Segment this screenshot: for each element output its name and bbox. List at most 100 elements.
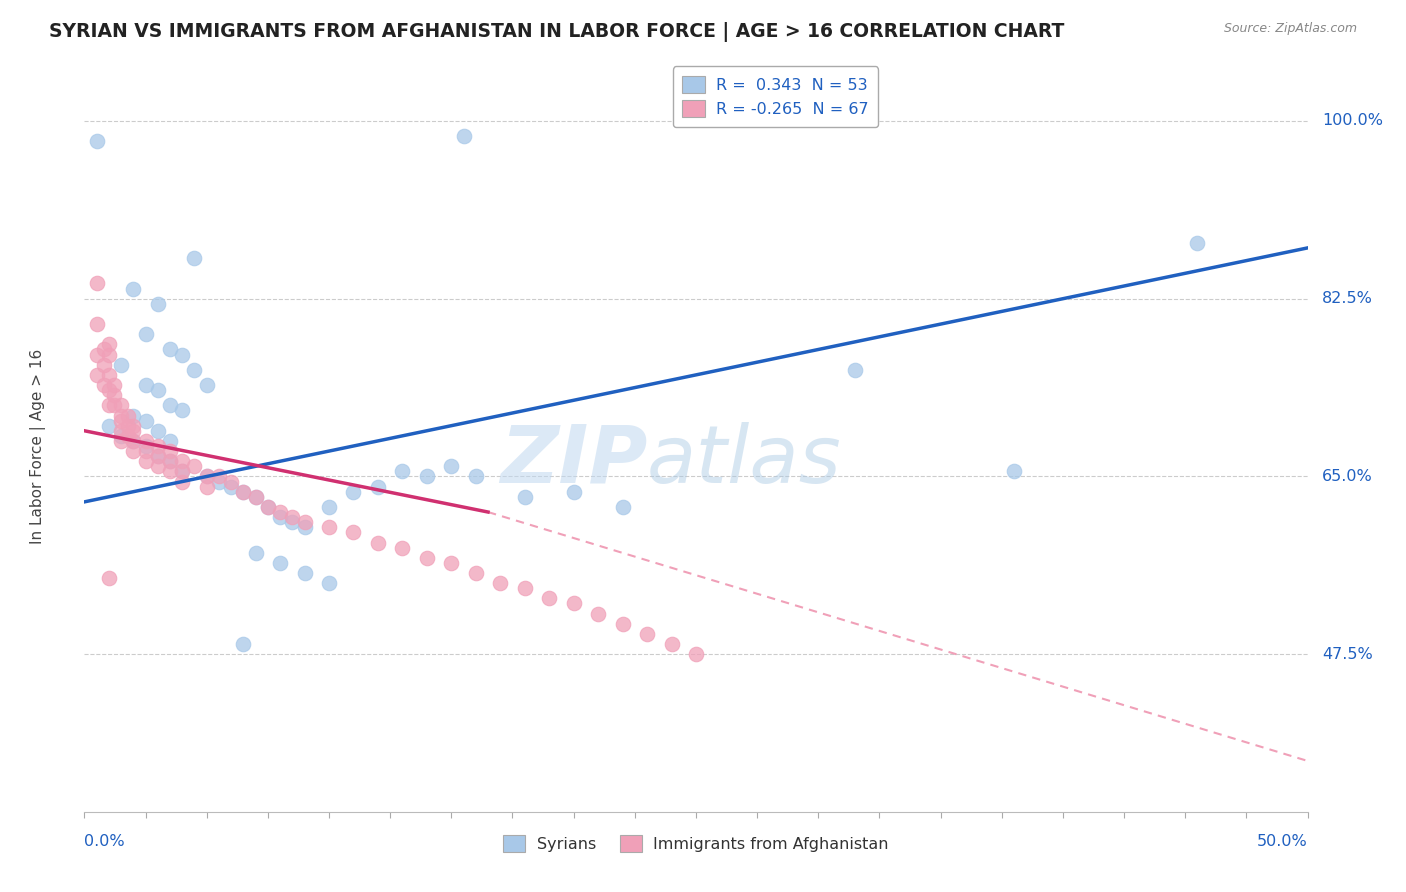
Text: 100.0%: 100.0% [1322, 113, 1384, 128]
Point [183, 363, 205, 377]
Point [562, 484, 585, 499]
Point [208, 475, 231, 489]
Point [294, 515, 316, 529]
Point [513, 490, 536, 504]
Point [146, 449, 169, 463]
Point [183, 459, 205, 474]
Point [232, 484, 254, 499]
Point [844, 363, 866, 377]
Point [97, 398, 120, 412]
Point [122, 418, 145, 433]
Point [416, 550, 439, 565]
Point [257, 500, 280, 514]
Point [86, 134, 108, 148]
Point [117, 409, 139, 423]
Point [1002, 464, 1025, 478]
Point [135, 444, 157, 458]
Point [208, 469, 231, 483]
Point [122, 424, 145, 438]
Point [159, 454, 181, 468]
Point [110, 424, 132, 438]
Point [172, 464, 194, 478]
Point [135, 414, 157, 428]
Point [135, 454, 157, 468]
Point [219, 475, 242, 489]
Point [685, 647, 707, 661]
Point [612, 616, 634, 631]
Text: 65.0%: 65.0% [1322, 469, 1374, 484]
Point [146, 449, 169, 463]
Point [294, 520, 316, 534]
Point [245, 546, 267, 560]
Text: 50.0%: 50.0% [1257, 834, 1308, 849]
Point [122, 444, 145, 458]
Point [195, 469, 218, 483]
Point [86, 317, 108, 331]
Point [97, 347, 120, 362]
Point [110, 429, 132, 443]
Point [318, 500, 340, 514]
Point [103, 388, 125, 402]
Point [318, 576, 340, 591]
Text: 47.5%: 47.5% [1322, 647, 1374, 662]
Text: Source: ZipAtlas.com: Source: ZipAtlas.com [1223, 22, 1357, 36]
Point [117, 429, 139, 443]
Point [97, 337, 120, 351]
Point [159, 434, 181, 448]
Point [367, 535, 389, 549]
Point [172, 403, 194, 417]
Point [367, 480, 389, 494]
Point [117, 418, 139, 433]
Point [135, 378, 157, 392]
Point [464, 566, 486, 580]
Point [257, 500, 280, 514]
Text: SYRIAN VS IMMIGRANTS FROM AFGHANISTAN IN LABOR FORCE | AGE > 16 CORRELATION CHAR: SYRIAN VS IMMIGRANTS FROM AFGHANISTAN IN… [49, 22, 1064, 42]
Point [245, 490, 267, 504]
Point [440, 459, 463, 474]
Point [464, 469, 486, 483]
Point [661, 637, 683, 651]
Point [538, 591, 561, 606]
Point [281, 515, 304, 529]
Text: 0.0%: 0.0% [84, 834, 125, 849]
Point [86, 368, 108, 382]
Point [219, 480, 242, 494]
Text: ZIP: ZIP [499, 422, 647, 500]
Point [232, 484, 254, 499]
Text: atlas: atlas [647, 422, 842, 500]
Point [489, 576, 512, 591]
Point [172, 454, 194, 468]
Point [122, 409, 145, 423]
Point [103, 378, 125, 392]
Point [122, 434, 145, 448]
Point [636, 627, 658, 641]
Point [97, 368, 120, 382]
Point [391, 464, 413, 478]
Text: In Labor Force | Age > 16: In Labor Force | Age > 16 [30, 349, 46, 543]
Point [183, 251, 205, 265]
Point [97, 383, 120, 397]
Point [281, 510, 304, 524]
Point [97, 571, 120, 585]
Point [146, 383, 169, 397]
Point [195, 480, 218, 494]
Point [586, 607, 609, 621]
Point [146, 439, 169, 453]
Point [159, 464, 181, 478]
Point [122, 281, 145, 295]
Point [513, 581, 536, 595]
Point [416, 469, 439, 483]
Point [562, 597, 585, 611]
Point [146, 459, 169, 474]
Legend: Syrians, Immigrants from Afghanistan: Syrians, Immigrants from Afghanistan [496, 829, 896, 859]
Point [453, 129, 475, 144]
Point [86, 347, 108, 362]
Point [135, 434, 157, 448]
Point [135, 327, 157, 342]
Point [110, 434, 132, 448]
Point [159, 444, 181, 458]
Point [135, 439, 157, 453]
Point [93, 358, 115, 372]
Point [269, 510, 291, 524]
Point [245, 490, 267, 504]
